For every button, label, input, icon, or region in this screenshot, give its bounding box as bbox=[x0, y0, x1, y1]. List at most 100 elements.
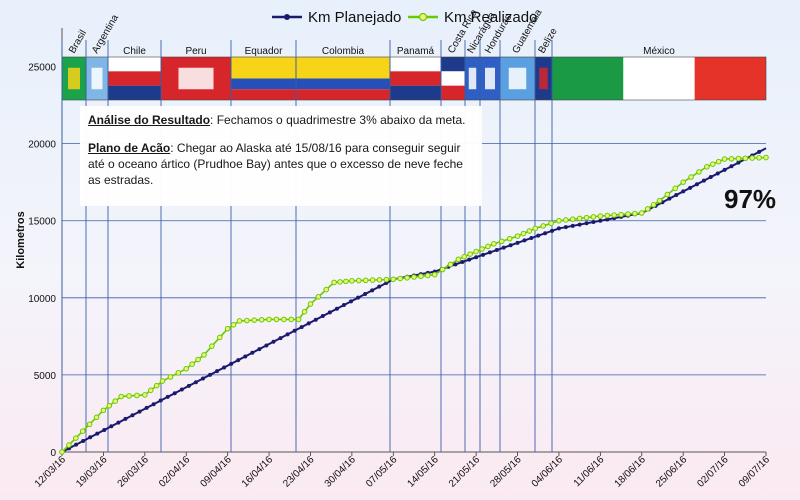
point-planejado bbox=[508, 243, 513, 248]
annotation-box: Análise do Resultado: Fechamos o quadrim… bbox=[80, 106, 482, 206]
point-realizado bbox=[100, 407, 107, 414]
point-realizado bbox=[376, 277, 383, 283]
flag-stripe bbox=[441, 85, 465, 100]
point-planejado bbox=[137, 409, 142, 414]
flag-emblem bbox=[468, 67, 477, 90]
point-realizado bbox=[66, 442, 72, 448]
point-planejado bbox=[165, 394, 170, 399]
point-realizado bbox=[680, 179, 686, 185]
point-realizado bbox=[369, 277, 376, 283]
point-realizado bbox=[439, 266, 446, 273]
flag-emblem bbox=[508, 67, 527, 90]
y-tick-label: 10000 bbox=[28, 294, 56, 305]
point-planejado bbox=[453, 262, 458, 267]
flag-emblem bbox=[91, 67, 103, 90]
point-realizado bbox=[343, 278, 349, 285]
point-planejado bbox=[688, 185, 693, 190]
flag-stripe bbox=[296, 78, 390, 90]
point-realizado bbox=[418, 273, 424, 280]
point-planejado bbox=[250, 350, 255, 355]
point-planejado bbox=[481, 252, 486, 257]
point-realizado bbox=[455, 256, 462, 263]
point-planejado bbox=[467, 257, 472, 262]
point-realizado bbox=[251, 317, 258, 323]
point-realizado bbox=[625, 211, 631, 217]
point-planejado bbox=[102, 427, 107, 432]
point-planejado bbox=[550, 228, 555, 233]
point-realizado bbox=[244, 317, 250, 324]
point-planejado bbox=[522, 238, 527, 243]
point-planejado bbox=[563, 225, 568, 230]
point-realizado bbox=[704, 163, 710, 170]
point-realizado bbox=[520, 230, 527, 237]
point-realizado bbox=[315, 293, 322, 300]
point-realizado bbox=[742, 155, 749, 162]
point-realizado bbox=[696, 169, 702, 175]
point-realizado bbox=[672, 185, 679, 192]
point-realizado bbox=[112, 398, 119, 404]
point-planejado bbox=[536, 233, 541, 238]
point-realizado bbox=[323, 286, 330, 293]
point-realizado bbox=[216, 334, 223, 341]
point-realizado bbox=[728, 155, 735, 162]
point-planejado bbox=[674, 193, 679, 198]
legend-marker bbox=[418, 12, 428, 22]
point-realizado bbox=[583, 214, 590, 221]
point-realizado bbox=[756, 154, 762, 161]
point-planejado bbox=[306, 321, 311, 326]
point-planejado bbox=[88, 435, 93, 440]
country-label: Panamá bbox=[397, 46, 435, 57]
point-realizado bbox=[563, 217, 569, 223]
point-realizado bbox=[288, 316, 295, 323]
point-planejado bbox=[172, 391, 177, 396]
point-realizado bbox=[491, 241, 497, 247]
point-realizado bbox=[349, 278, 355, 284]
point-planejado bbox=[123, 416, 128, 421]
point-realizado bbox=[425, 272, 431, 279]
point-realizado bbox=[337, 279, 343, 285]
point-realizado bbox=[230, 322, 237, 328]
legend-label: Km Planejado bbox=[308, 9, 401, 26]
point-realizado bbox=[189, 361, 195, 367]
point-planejado bbox=[605, 217, 610, 222]
flag-stripe bbox=[390, 57, 441, 72]
point-planejado bbox=[292, 328, 297, 333]
point-realizado bbox=[688, 174, 694, 180]
point-realizado bbox=[763, 154, 769, 161]
point-realizado bbox=[209, 343, 215, 349]
analysis-label: Análise do Resultado bbox=[88, 113, 211, 127]
point-planejado bbox=[363, 292, 368, 297]
point-planejado bbox=[200, 376, 205, 381]
point-planejado bbox=[715, 171, 720, 176]
point-planejado bbox=[257, 347, 262, 352]
point-planejado bbox=[264, 343, 269, 348]
point-realizado bbox=[618, 211, 624, 218]
point-planejado bbox=[584, 221, 589, 226]
point-realizado bbox=[638, 210, 645, 216]
flag-emblem bbox=[68, 67, 80, 90]
point-realizado bbox=[664, 191, 671, 198]
point-planejado bbox=[377, 284, 382, 289]
point-planejado bbox=[215, 369, 220, 374]
point-planejado bbox=[501, 245, 506, 250]
point-planejado bbox=[327, 310, 332, 315]
point-planejado bbox=[130, 413, 135, 418]
point-planejado bbox=[577, 222, 582, 227]
point-realizado bbox=[307, 301, 314, 307]
point-realizado bbox=[461, 253, 468, 260]
point-planejado bbox=[334, 306, 339, 311]
point-realizado bbox=[473, 248, 479, 255]
point-planejado bbox=[186, 383, 191, 388]
point-realizado bbox=[258, 316, 265, 323]
legend-marker bbox=[284, 14, 290, 20]
point-realizado bbox=[175, 370, 182, 376]
point-planejado bbox=[349, 299, 354, 304]
point-planejado bbox=[299, 325, 304, 330]
point-planejado bbox=[708, 175, 713, 180]
point-realizado bbox=[273, 316, 280, 323]
point-planejado bbox=[229, 361, 234, 366]
point-planejado bbox=[722, 167, 727, 172]
point-realizado bbox=[397, 275, 403, 282]
